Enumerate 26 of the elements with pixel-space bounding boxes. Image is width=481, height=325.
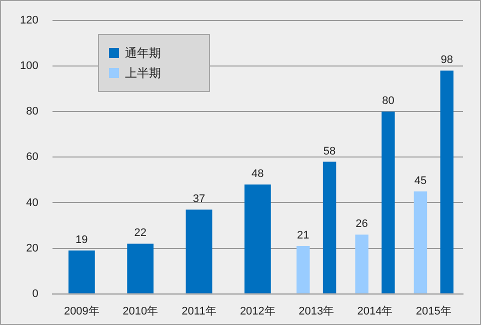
data-label: 45: [414, 174, 427, 187]
x-tick-label: 2013年: [298, 305, 334, 318]
y-tick-label: 60: [26, 151, 38, 164]
data-label: 37: [192, 193, 206, 206]
y-tick-label: 0: [32, 288, 38, 300]
x-tick-label: 2014年: [357, 305, 393, 318]
data-label: 19: [76, 234, 88, 246]
y-tick-label: 40: [26, 196, 38, 209]
x-tick-label: 2009年: [64, 305, 100, 318]
y-tick-label: 20: [26, 242, 38, 254]
x-tick-label: 2011年: [182, 305, 216, 318]
data-label: 80: [382, 95, 394, 108]
x-tick-label: 2015年: [416, 305, 452, 318]
data-label: 22: [134, 227, 146, 240]
data-label: 21: [297, 230, 310, 242]
data-label: 98: [440, 54, 453, 66]
data-label: 48: [252, 168, 264, 180]
legend-label: 通年期: [125, 44, 161, 62]
y-tick-label: 100: [20, 60, 38, 72]
y-tick-label: 120: [20, 14, 38, 27]
x-tick-label: 2010年: [122, 305, 158, 318]
y-tick-label: 80: [26, 106, 38, 118]
legend-label: 上半期: [125, 64, 161, 82]
data-label: 58: [323, 145, 336, 158]
data-label: 26: [356, 218, 368, 230]
x-tick-label: 2012年: [240, 305, 276, 318]
